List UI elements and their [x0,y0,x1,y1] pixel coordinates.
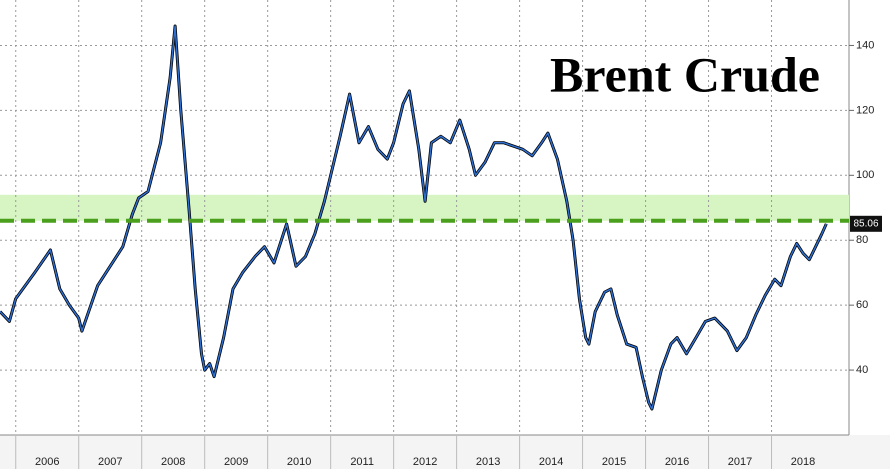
x-tick-label: 2010 [287,456,311,468]
y-tick-label: 100 [856,169,874,181]
y-tick-label: 140 [856,39,874,51]
x-tick-label: 2006 [35,456,59,468]
x-tick-label: 2012 [413,456,437,468]
x-tick-label: 2016 [665,456,689,468]
y-tick-label: 40 [856,364,868,376]
x-tick-label: 2009 [224,456,248,468]
x-axis-band [0,435,890,469]
x-tick-label: 2008 [161,456,185,468]
x-tick-label: 2018 [791,456,815,468]
x-tick-label: 2015 [602,456,626,468]
x-tick-label: 2013 [476,456,500,468]
x-tick-label: 2014 [539,456,563,468]
x-tick-label: 2007 [98,456,122,468]
x-tick-label: 2011 [350,456,374,468]
y-tick-label: 120 [856,104,874,116]
y-tick-label: 80 [856,234,868,246]
x-tick-label: 2017 [728,456,752,468]
price-line [0,25,827,410]
last-value-box [850,215,882,232]
last-value-label: 85.06 [853,218,878,229]
y-tick-label: 60 [856,299,868,311]
chart-title: Brent Crude [550,46,820,102]
